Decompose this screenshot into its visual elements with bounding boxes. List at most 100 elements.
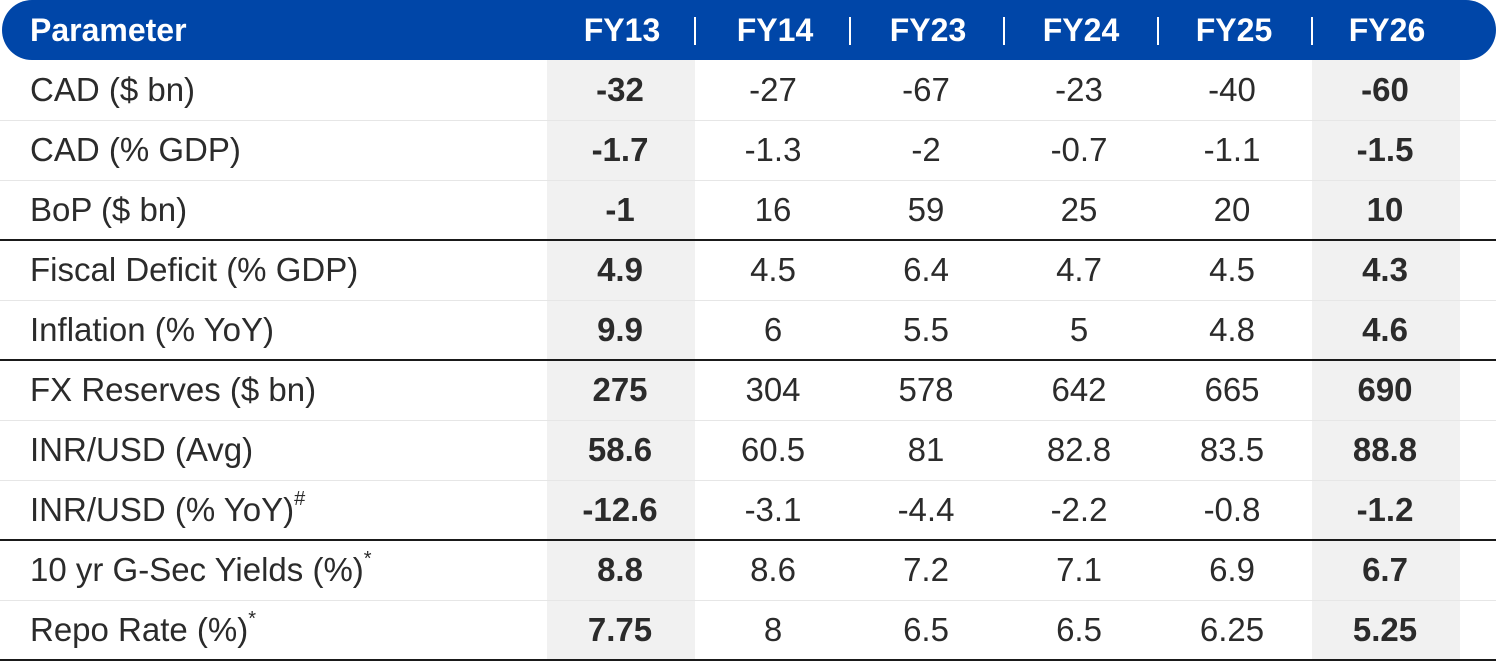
row-label: FX Reserves ($ bn) <box>30 360 316 420</box>
table-cell-fy26: 4.6 <box>1362 311 1408 348</box>
table-cell-fy25: 4.5 <box>1209 251 1255 288</box>
table-cell-fy13: 9.9 <box>597 311 643 348</box>
table-cell-fy25: 83.5 <box>1199 431 1265 468</box>
row-label-text: INR/USD (Avg) <box>30 431 254 468</box>
table-cell-fy13: -1.7 <box>591 131 649 168</box>
table-row: Repo Rate (%)* 7.75 8 6.5 6.5 6.25 5.25 <box>0 600 1496 660</box>
table-cell-fy24: -2.2 <box>1050 491 1108 528</box>
table-cell-fy25: 665 <box>1204 371 1260 408</box>
row-divider <box>0 480 1496 481</box>
header-fy26: FY26 <box>1348 12 1426 48</box>
table-row: CAD ($ bn) -32 -27 -67 -23 -40 -60 <box>0 60 1496 120</box>
table-cell-fy13: 58.6 <box>587 431 653 468</box>
table-cell-fy25: 6.9 <box>1209 551 1255 588</box>
row-label-text: INR/USD (% YoY) <box>30 491 295 528</box>
table-cell-fy23: 6.4 <box>903 251 949 288</box>
table-row: 10 yr G-Sec Yields (%)* 8.8 8.6 7.2 7.1 6.9 6.… <box>0 540 1496 600</box>
table-cell-fy23: 81 <box>907 431 945 468</box>
table-cell-fy24: 82.8 <box>1046 431 1112 468</box>
row-label: CAD ($ bn) <box>30 60 195 120</box>
group-divider <box>0 539 1496 541</box>
row-label-text: BoP ($ bn) <box>30 191 188 228</box>
table-cell-fy23: 59 <box>907 191 945 228</box>
table-cell-fy23: 6.5 <box>903 611 949 648</box>
table-row: INR/USD (Avg) 58.6 60.5 81 82.8 83.5 88.8 <box>0 420 1496 480</box>
table-cell-fy26: 4.3 <box>1362 251 1408 288</box>
table-cell-fy13: -12.6 <box>582 491 658 528</box>
table-cell-fy14: 6 <box>763 311 783 348</box>
table-cell-fy24: 25 <box>1060 191 1098 228</box>
row-label: Inflation (% YoY) <box>30 300 274 360</box>
table-cell-fy13: 275 <box>592 371 648 408</box>
row-label: INR/USD (% YoY)# <box>30 480 305 540</box>
table-cell-fy26: 10 <box>1366 191 1404 228</box>
group-divider <box>0 359 1496 361</box>
table-cell-fy23: -67 <box>902 71 950 108</box>
table-cell-fy13: 4.9 <box>597 251 643 288</box>
group-divider <box>0 239 1496 241</box>
row-label: 10 yr G-Sec Yields (%)* <box>30 540 372 600</box>
row-divider <box>0 300 1496 301</box>
row-label: CAD (% GDP) <box>30 120 241 180</box>
row-divider <box>0 420 1496 421</box>
table-row: FX Reserves ($ bn) 275 304 578 642 665 690 <box>0 360 1496 420</box>
table-row: Fiscal Deficit (% GDP) 4.9 4.5 6.4 4.7 4.5 4.3 <box>0 240 1496 300</box>
row-divider <box>0 180 1496 181</box>
row-label: Repo Rate (%)* <box>30 600 256 660</box>
table-cell-fy26: -1.2 <box>1356 491 1414 528</box>
table-cell-fy26: -60 <box>1361 71 1409 108</box>
table-cell-fy13: 8.8 <box>597 551 643 588</box>
table-cell-fy14: 8.6 <box>750 551 796 588</box>
header-parameter: Parameter <box>30 12 187 48</box>
table-cell-fy13: 7.75 <box>587 611 653 648</box>
table-cell-fy23: 5.5 <box>903 311 949 348</box>
row-label-text: Inflation (% YoY) <box>30 311 274 348</box>
table-cell-fy26: 690 <box>1357 371 1413 408</box>
header-fy23: FY23 <box>889 12 967 48</box>
header-separator <box>1003 17 1005 45</box>
table-cell-fy14: 16 <box>754 191 792 228</box>
table-cell-fy25: 6.25 <box>1199 611 1265 648</box>
header-fy13: FY13 <box>583 12 661 48</box>
row-label-text: CAD (% GDP) <box>30 131 241 168</box>
table-cell-fy24: -0.7 <box>1050 131 1108 168</box>
row-label-text: FX Reserves ($ bn) <box>30 371 317 408</box>
row-label-text: 10 yr G-Sec Yields (%) <box>30 551 364 588</box>
table-cell-fy13: -32 <box>596 71 644 108</box>
table-row: INR/USD (% YoY)# -12.6 -3.1 -4.4 -2.2 -0.8 -1.… <box>0 480 1496 540</box>
table-cell-fy14: -1.3 <box>744 131 802 168</box>
table-cell-fy24: 6.5 <box>1056 611 1102 648</box>
table-cell-fy24: -23 <box>1055 71 1103 108</box>
header-separator <box>1157 17 1159 45</box>
header-fy14: FY14 <box>736 12 814 48</box>
header-separator <box>1311 17 1313 45</box>
table-cell-fy25: -40 <box>1208 71 1256 108</box>
table-cell-fy23: 7.2 <box>903 551 949 588</box>
table-row: Inflation (% YoY) 9.9 6 5.5 5 4.8 4.6 <box>0 300 1496 360</box>
header-fy25: FY25 <box>1195 12 1273 48</box>
table-cell-fy26: 6.7 <box>1362 551 1408 588</box>
table-cell-fy25: -1.1 <box>1203 131 1261 168</box>
table-cell-fy24: 4.7 <box>1056 251 1102 288</box>
table-cell-fy25: 20 <box>1213 191 1251 228</box>
row-label: Fiscal Deficit (% GDP) <box>30 240 358 300</box>
header-separator <box>694 17 696 45</box>
table-cell-fy14: 8 <box>763 611 783 648</box>
header-fy24: FY24 <box>1042 12 1120 48</box>
table-cell-fy14: 304 <box>745 371 801 408</box>
table-row: CAD (% GDP) -1.7 -1.3 -2 -0.7 -1.1 -1.5 <box>0 120 1496 180</box>
table-cell-fy26: -1.5 <box>1356 131 1414 168</box>
table-cell-fy23: 578 <box>898 371 954 408</box>
table-cell-fy14: 60.5 <box>740 431 806 468</box>
table-cell-fy24: 642 <box>1051 371 1107 408</box>
table-cell-fy23: -4.4 <box>897 491 955 528</box>
group-divider <box>0 659 1496 661</box>
row-label-text: CAD ($ bn) <box>30 71 196 108</box>
table-cell-fy14: -27 <box>749 71 797 108</box>
table-cell-fy25: -0.8 <box>1203 491 1261 528</box>
row-label-text: Fiscal Deficit (% GDP) <box>30 251 359 288</box>
row-label-footnote-mark: * <box>248 608 257 630</box>
row-label-text: Repo Rate (%) <box>30 611 249 648</box>
table-cell-fy24: 5 <box>1069 311 1089 348</box>
